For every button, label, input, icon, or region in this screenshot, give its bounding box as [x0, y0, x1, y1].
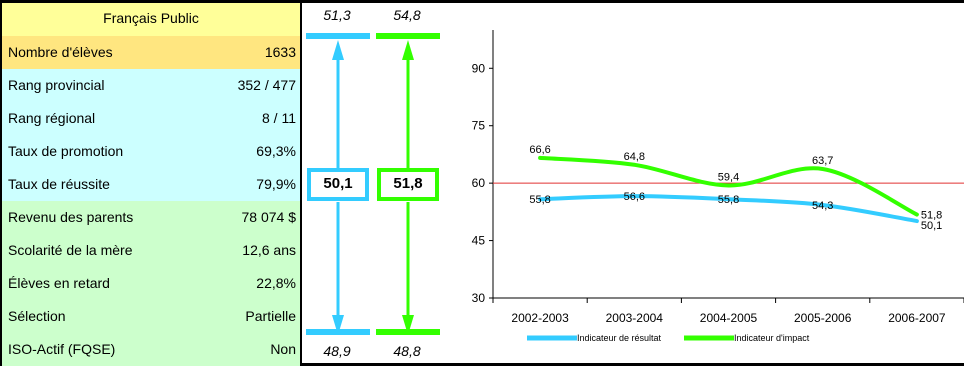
row-label: Rang régional — [8, 110, 96, 126]
data-label: 55,8 — [529, 194, 550, 206]
row-value: Partielle — [245, 308, 296, 324]
line-chart: 30 45 60 75 90 2002-2003 2003-2004 2004-2005 200… — [472, 30, 964, 343]
table-row: Taux de promotion 69,3% — [2, 135, 300, 168]
green-scale-arrow — [376, 33, 440, 335]
row-value: 79,9% — [256, 176, 296, 192]
blue-scale-top-bar — [306, 33, 370, 39]
x-tick-label: 2006-2007 — [888, 311, 946, 325]
data-label: 54,3 — [812, 200, 833, 212]
row-value: 78 074 $ — [241, 209, 297, 225]
blue-scale-bottom-label: 48,9 — [323, 343, 351, 359]
x-tick-label: 2004-2005 — [700, 311, 758, 325]
row-value: 1633 — [264, 44, 296, 60]
data-label: 63,7 — [812, 155, 833, 167]
school-info-table: Français Public Nombre d'élèves 1633 Rang … — [2, 3, 300, 366]
row-label: Rang provincial — [8, 77, 105, 93]
row-value: 8 / 11 — [262, 110, 296, 126]
table-divider — [300, 3, 302, 363]
table-row: ISO-Actif (FQSE) Non — [2, 333, 300, 366]
y-tick-label: 60 — [472, 176, 486, 190]
green-scale-bottom-bar — [376, 329, 440, 335]
table-header-row: Français Public — [2, 3, 300, 36]
table-row: Sélection Partielle — [2, 300, 300, 333]
blue-scale-down-arrowhead — [332, 315, 344, 335]
row-label: Taux de promotion — [8, 143, 124, 159]
x-tick-label: 2005-2006 — [794, 311, 852, 325]
table-row: Rang régional 8 / 11 — [2, 102, 300, 135]
row-label: Taux de réussite — [8, 176, 110, 192]
green-indicator-value: 51,8 — [393, 175, 423, 192]
y-tick-label: 45 — [472, 234, 486, 248]
result-series-line — [538, 194, 919, 224]
row-value: 12,6 ans — [242, 242, 296, 258]
table-row: Revenu des parents 78 074 $ — [2, 201, 300, 234]
y-tick-label: 30 — [472, 291, 486, 305]
y-tick-label: 90 — [472, 61, 486, 75]
blue-scale-top-label: 51,3 — [323, 7, 351, 23]
table-row: Scolarité de la mère 12,6 ans — [2, 234, 300, 267]
blue-scale-up-arrowhead — [332, 40, 344, 60]
legend-label: Indicateur de résultat — [577, 333, 662, 343]
green-scale-down-arrowhead — [402, 315, 414, 335]
green-scale-up-arrowhead — [402, 40, 414, 60]
row-value: 69,3% — [256, 143, 296, 159]
row-label: Sélection — [8, 308, 66, 324]
row-value: Non — [270, 341, 296, 357]
data-label: 51,8 — [921, 210, 942, 222]
legend-label: Indicateur d'impact — [734, 333, 810, 343]
data-label: 56,6 — [624, 191, 645, 203]
data-label: 59,4 — [718, 171, 739, 183]
green-scale-bottom-label: 48,8 — [393, 343, 421, 359]
row-label: Élèves en retard — [8, 275, 110, 291]
blue-scale-arrow — [306, 33, 370, 335]
data-label: 50,1 — [921, 220, 942, 232]
table-row: Rang provincial 352 / 477 — [2, 69, 300, 102]
green-indicator-box: 51,8 — [377, 168, 439, 201]
table-row: Taux de réussite 79,9% — [2, 168, 300, 201]
table-header-title: Français Public — [103, 10, 199, 26]
row-label: Nombre d'élèves — [8, 44, 113, 60]
row-value: 22,8% — [256, 275, 296, 291]
table-row: Nombre d'élèves 1633 — [2, 36, 300, 69]
row-label: Revenu des parents — [8, 209, 134, 225]
data-label: 55,8 — [718, 194, 739, 206]
blue-scale-bottom-bar — [306, 329, 370, 335]
table-row: Élèves en retard 22,8% — [2, 267, 300, 300]
impact-series-line — [538, 155, 919, 217]
blue-indicator-box: 50,1 — [307, 168, 369, 201]
blue-indicator-value: 50,1 — [323, 175, 353, 192]
x-tick-label: 2002-2003 — [511, 311, 569, 325]
green-scale-top-label: 54,8 — [393, 7, 421, 23]
row-label: ISO-Actif (FQSE) — [8, 341, 116, 357]
data-label: 64,8 — [624, 151, 645, 163]
green-scale-top-bar — [376, 33, 440, 39]
y-tick-label: 75 — [472, 119, 486, 133]
row-value: 352 / 477 — [237, 77, 296, 93]
data-label: 66,6 — [529, 144, 550, 156]
x-tick-label: 2003-2004 — [606, 311, 664, 325]
row-label: Scolarité de la mère — [8, 242, 133, 258]
